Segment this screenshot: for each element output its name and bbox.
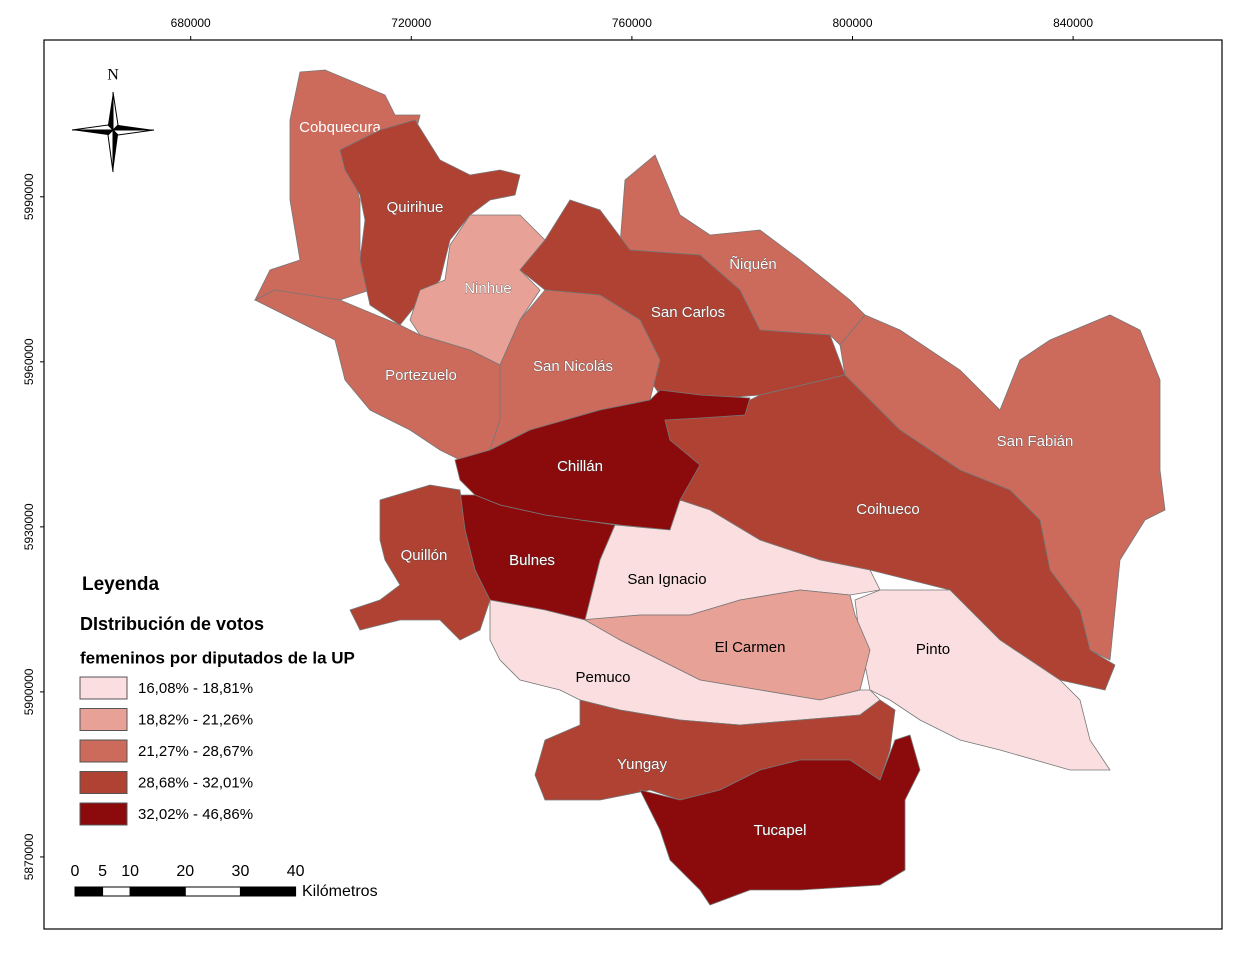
commune-label: Yungay: [617, 756, 668, 773]
scale-tick-label: 40: [287, 863, 305, 880]
scale-unit: Kilómetros: [302, 883, 378, 900]
commune: Quillón: [349, 484, 491, 641]
commune-label: Bulnes: [509, 552, 555, 569]
commune: Ñiquén: [619, 154, 866, 346]
commune-label: San Carlos: [651, 304, 725, 321]
scale-segment: [129, 886, 186, 897]
commune: San Carlos: [519, 199, 846, 401]
legend-subtitle: DIstribución de votos: [80, 614, 264, 634]
scale-tick-label: 10: [121, 863, 139, 880]
legend-swatch: [79, 739, 128, 763]
legend-label: 18,82% - 21,26%: [138, 711, 253, 728]
commune-label: Tucapel: [754, 822, 807, 839]
commune: Bulnes: [459, 494, 616, 621]
scale-segment: [74, 886, 104, 897]
scale-tick-label: 30: [232, 863, 250, 880]
scale-tick-label: 5: [98, 863, 107, 880]
legend-swatch: [79, 676, 128, 700]
legend-swatch: [79, 771, 128, 794]
commune-label: San Ignacio: [627, 571, 706, 588]
commune-label: Portezuelo: [385, 367, 457, 384]
legend: Leyenda DIstribución de votos femeninos …: [79, 574, 355, 826]
commune: Tucapel: [639, 734, 921, 906]
scale-tick-label: 20: [176, 863, 194, 880]
scale-segment: [102, 886, 131, 897]
commune-label: Pinto: [916, 641, 950, 658]
legend-label: 16,08% - 18,81%: [138, 680, 253, 697]
legend-label: 21,27% - 28,67%: [138, 743, 253, 760]
commune: San Fabián: [839, 314, 1166, 661]
commune: Chillán: [454, 389, 751, 531]
commune-label: San Fabián: [997, 433, 1074, 450]
y-tick-label: 5870000: [22, 833, 36, 880]
commune: San Nicolás: [489, 289, 661, 451]
x-tick-label: 760000: [612, 16, 652, 30]
y-tick-label: 5930000: [22, 503, 36, 550]
legend-subtitle: femeninos por diputados de la UP: [80, 648, 355, 667]
commune-label: Ñiquén: [729, 256, 777, 273]
commune: Cobquecura: [254, 69, 421, 301]
x-tick-label: 840000: [1053, 16, 1093, 30]
legend-label: 28,68% - 32,01%: [138, 774, 253, 791]
legend-title: Leyenda: [82, 574, 160, 595]
commune-label: Quirihue: [387, 199, 444, 216]
north-arrow: N: [71, 67, 155, 173]
commune: Quirihue: [339, 119, 521, 326]
commune-area: [639, 734, 921, 906]
commune-label: Ninhue: [464, 280, 512, 297]
x-tick-label: 680000: [171, 16, 211, 30]
legend-label: 32,02% - 46,86%: [138, 806, 253, 823]
scale-segment: [184, 886, 241, 897]
commune-area: [339, 119, 521, 326]
x-tick-label: 720000: [391, 16, 431, 30]
scale-segment: [239, 886, 297, 897]
commune-label: El Carmen: [715, 639, 786, 656]
legend-swatch: [79, 708, 128, 731]
commune-label: Cobquecura: [299, 119, 381, 136]
commune-label: Pemuco: [575, 669, 630, 686]
commune-label: Quillón: [401, 547, 448, 564]
y-tick-label: 5960000: [22, 338, 36, 385]
legend-swatch: [79, 802, 128, 826]
scale-bar: Kilómetros 0 5 10 20 30 40: [71, 863, 378, 900]
commune-label: Chillán: [557, 458, 603, 475]
communes: Cobquecura Quirihue Ninhue Ñiquén San Ca…: [254, 69, 1166, 906]
y-tick-label: 5990000: [22, 173, 36, 220]
y-tick-label: 5900000: [22, 668, 36, 715]
commune: Yungay: [534, 699, 896, 801]
commune-area: [349, 484, 491, 641]
scale-tick-label: 0: [71, 863, 80, 880]
commune-label: Coihueco: [856, 501, 919, 518]
x-tick-label: 800000: [832, 16, 872, 30]
commune-label: San Nicolás: [533, 358, 613, 375]
north-label: N: [107, 67, 119, 84]
